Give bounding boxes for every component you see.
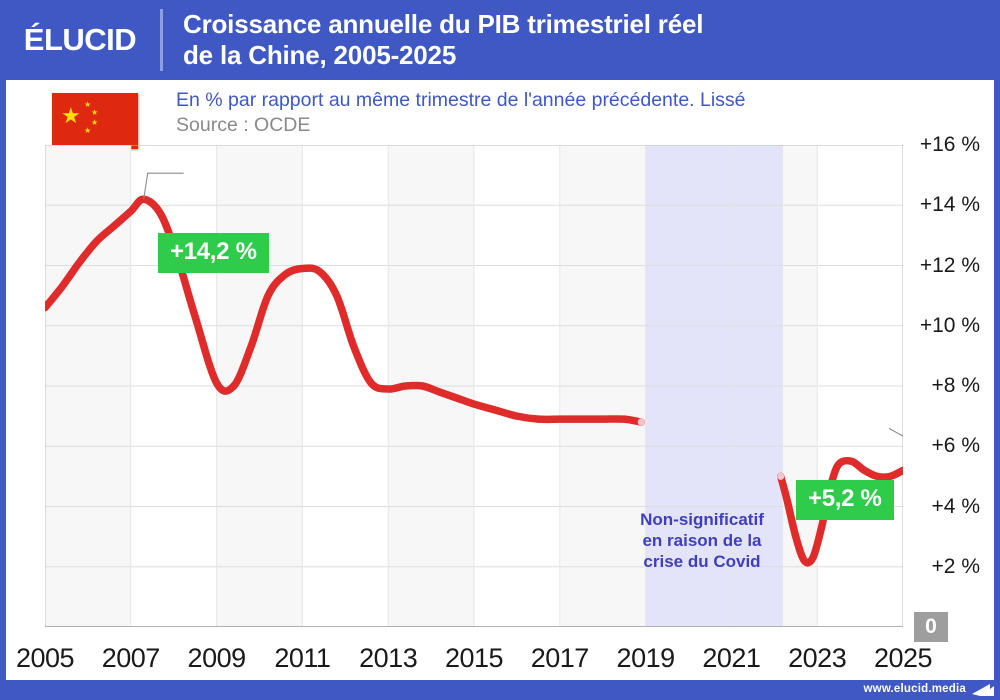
chart-svg: [45, 145, 903, 627]
x-axis-label: 2009: [187, 643, 247, 673]
flag-star-small-1: ★: [84, 100, 92, 109]
covid-annotation: Non-significatif en raison de la crise d…: [640, 510, 764, 571]
page-footer: www.elucid.media: [0, 680, 1000, 700]
y-axis-label: +16 %: [919, 133, 980, 156]
x-axis-label: 2013: [359, 643, 418, 673]
x-axis-label: 2017: [530, 643, 590, 673]
page-header: ÉLUCID Croissance annuelle du PIB trimes…: [0, 0, 1000, 80]
y-axis-label: +2 %: [931, 554, 980, 578]
x-axis-label: 2019: [616, 643, 676, 673]
elucid-arrow-icon: [972, 684, 994, 696]
x-axis-label: 2025: [873, 643, 933, 673]
y-axis-label: +6 %: [931, 434, 980, 458]
logo-text: ÉLUCID: [23, 22, 137, 57]
x-axis-label: 2011: [274, 643, 331, 673]
chart-subtitle: En % par rapport au même trimestre de l'…: [176, 89, 746, 111]
flag-star-large: ★: [61, 103, 81, 128]
plot-area: [45, 145, 903, 627]
header-divider: [160, 9, 163, 71]
flag-star-small-2: ★: [91, 108, 99, 117]
x-axis-label: 2005: [15, 643, 75, 673]
y-axis-label: +4 %: [931, 494, 980, 518]
y-axis-label: +14 %: [919, 193, 980, 217]
china-flag-icon: ★ ★ ★ ★ ★: [52, 93, 138, 149]
x-axis-label: 2023: [788, 643, 847, 673]
y-axis-label: +8 %: [931, 374, 980, 397]
flag-star-small-4: ★: [84, 126, 92, 135]
y-axis-label: +10 %: [919, 313, 980, 337]
latest-value-callout: +5,2 %: [796, 480, 894, 520]
y-axis-label: +12 %: [919, 253, 980, 277]
elucid-logo: ÉLUCID: [0, 0, 160, 80]
x-axis-label: 2021: [702, 643, 761, 673]
footer-url: www.elucid.media: [863, 683, 966, 695]
page-title: Croissance annuelle du PIB trimestriel r…: [163, 9, 1000, 71]
flag-star-small-3: ★: [91, 118, 99, 127]
peak-value-callout: +14,2 %: [158, 233, 269, 273]
chart-source: Source : OCDE: [176, 114, 311, 136]
title-line-1: Croissance annuelle du PIB trimestriel r…: [183, 9, 704, 39]
x-axis-label: 2007: [101, 643, 161, 673]
chart-canvas: ★ ★ ★ ★ ★ En % par rapport au même trime…: [6, 80, 994, 680]
x-axis-label: 2015: [444, 643, 504, 673]
title-line-2: de la Chine, 2005-2025: [183, 40, 457, 70]
zero-axis-badge: 0: [914, 612, 948, 642]
